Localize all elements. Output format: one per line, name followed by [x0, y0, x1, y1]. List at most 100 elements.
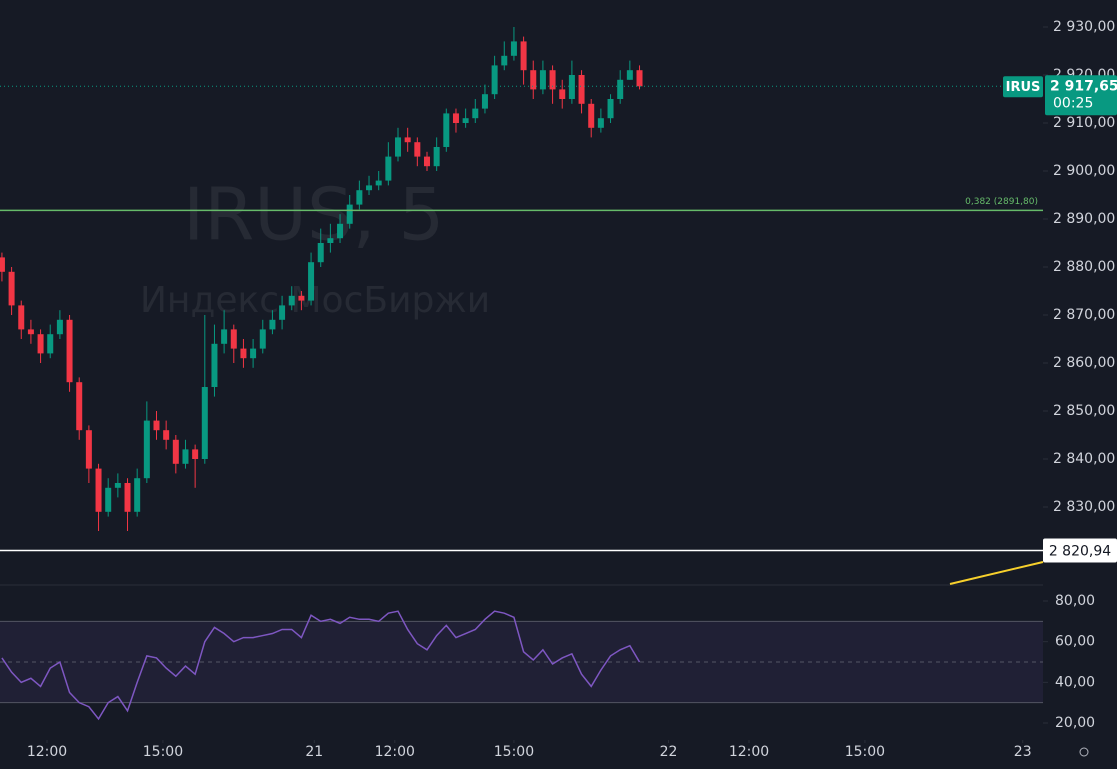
candle-body	[279, 305, 286, 320]
candle-body	[8, 271, 15, 306]
candle-body	[626, 70, 633, 80]
candle-body	[308, 262, 315, 301]
candle-body	[37, 334, 44, 354]
candle-body	[549, 70, 556, 90]
ticker-box	[1003, 76, 1043, 98]
candle-body	[462, 118, 469, 123]
candle-body	[153, 420, 160, 431]
level-label: 0,382 (2891,80)	[965, 197, 1038, 207]
y-tick-label: 2 910,00	[1053, 115, 1115, 131]
candle-body	[317, 243, 324, 263]
candle-body	[250, 348, 257, 359]
y-tick-label: 80,00	[1055, 593, 1095, 609]
candle-body	[423, 156, 430, 167]
candle-body	[298, 295, 305, 301]
candle-body	[443, 113, 450, 147]
candle-body	[472, 108, 479, 119]
candle-body	[192, 449, 199, 459]
y-tick-label: 2 860,00	[1053, 355, 1115, 371]
candle-body	[539, 70, 546, 90]
candle-body	[85, 430, 92, 469]
candle-body	[607, 99, 614, 119]
candle-body	[182, 449, 189, 464]
candle-body	[56, 319, 63, 335]
candle-body	[201, 387, 208, 459]
candle-body	[501, 55, 508, 66]
candle-body	[163, 430, 170, 440]
candle-body	[288, 295, 295, 306]
candle-body	[433, 147, 440, 167]
level-label-box	[1043, 538, 1117, 563]
candle-body	[636, 70, 643, 87]
candle-body	[530, 70, 537, 90]
candle-body	[27, 329, 34, 335]
x-tick-label: 12:00	[729, 744, 769, 760]
candle-body	[337, 223, 344, 239]
candle-body	[578, 75, 585, 104]
candle-body	[588, 103, 595, 128]
candle-body	[385, 156, 392, 181]
candle-body	[124, 483, 131, 512]
candle-body	[491, 65, 498, 95]
candle-body	[47, 334, 54, 354]
y-tick-label: 40,00	[1055, 674, 1095, 690]
candle-body	[346, 204, 353, 224]
x-tick-label: 12:00	[27, 744, 67, 760]
x-tick-label: 15:00	[143, 744, 183, 760]
candle-body	[559, 89, 566, 99]
trend-line	[949, 561, 1044, 585]
rsi-line	[1, 610, 641, 721]
watermark-title: IRUS, 5	[183, 173, 444, 257]
x-tick-label: 23	[1014, 744, 1032, 760]
candle-body	[404, 137, 411, 143]
candle-body	[95, 468, 102, 512]
last-price-label: 2 917,65	[1050, 78, 1117, 94]
candle-body	[597, 118, 604, 128]
candle-body	[510, 41, 517, 56]
candle-body	[240, 348, 247, 359]
y-tick-label: 2 850,00	[1053, 403, 1115, 419]
level-label: 2 820,94	[1049, 543, 1111, 559]
candle-body	[269, 319, 276, 330]
x-tick-label: 15:00	[494, 744, 534, 760]
candle-body	[452, 113, 459, 123]
x-tick-label: 12:00	[375, 744, 415, 760]
candle-body	[520, 41, 527, 71]
watermark-subtitle: Индекс МосБиржи	[140, 280, 490, 321]
candle-body	[105, 487, 112, 512]
candle-body	[211, 343, 218, 387]
candle-body	[66, 319, 73, 383]
candle-body	[134, 478, 141, 512]
candle-body	[0, 257, 5, 272]
y-tick-label: 2 900,00	[1053, 163, 1115, 179]
candle-body	[143, 420, 150, 479]
x-tick-label: 22	[660, 744, 678, 760]
candle-body	[414, 142, 421, 157]
x-tick-label: 15:00	[845, 744, 885, 760]
candle-body	[617, 79, 624, 99]
candle-body	[172, 439, 179, 464]
candle-body	[395, 137, 402, 157]
candle-body	[568, 75, 575, 99]
y-tick-label: 60,00	[1055, 634, 1095, 650]
y-tick-label: 2 930,00	[1053, 19, 1115, 35]
last-price-box	[1045, 75, 1117, 116]
ticker: IRUS	[1006, 80, 1041, 95]
candle-body	[366, 185, 373, 191]
candle-body	[230, 329, 237, 349]
candle-body	[114, 483, 121, 488]
countdown: 00:25	[1053, 95, 1093, 111]
settings-icon[interactable]	[1079, 747, 1089, 757]
y-tick-label: 2 870,00	[1053, 307, 1115, 323]
candle-body	[18, 305, 25, 330]
candle-body	[76, 382, 83, 431]
y-tick-label: 2 880,00	[1053, 259, 1115, 275]
y-tick-label: 2 830,00	[1053, 499, 1115, 515]
candle-body	[356, 190, 363, 205]
y-tick-label: 2 890,00	[1053, 211, 1115, 227]
candle-body	[327, 238, 334, 243]
y-tick-label: 2 840,00	[1053, 451, 1115, 467]
y-tick-label: 20,00	[1055, 715, 1095, 731]
